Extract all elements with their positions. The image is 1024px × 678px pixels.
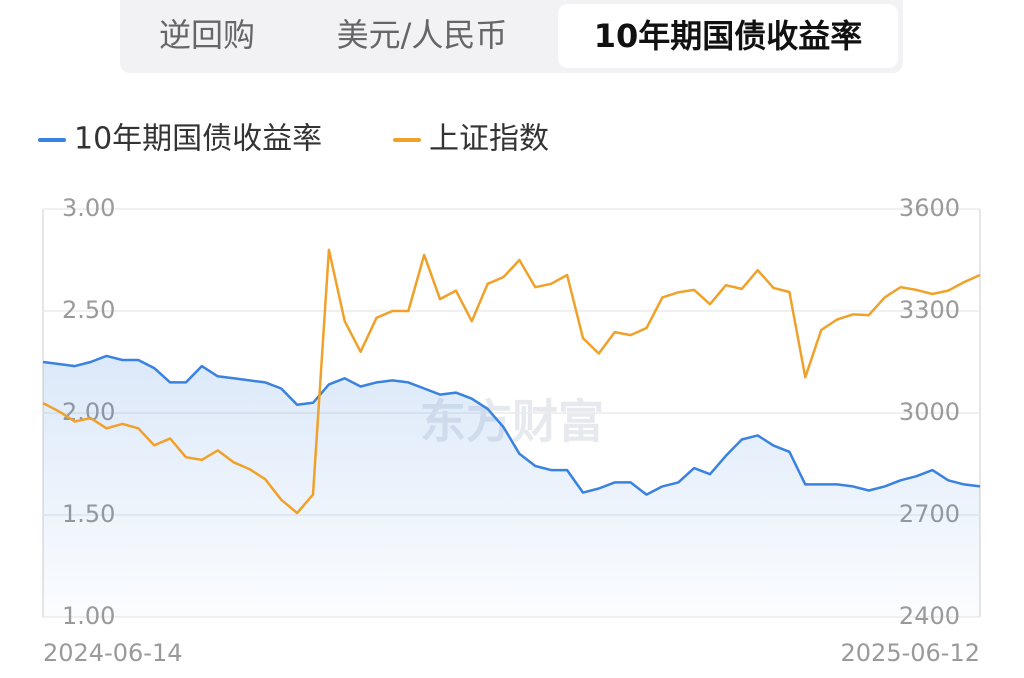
x-tick-label: 2025-06-12 xyxy=(841,639,980,667)
line xyxy=(42,248,981,515)
tab[interactable]: 美元/人民币 xyxy=(336,16,508,54)
y2-tick-label: 3000 xyxy=(899,398,960,426)
y2-tick-label: 3300 xyxy=(899,296,960,324)
tab[interactable]: 逆回购 xyxy=(158,16,255,54)
legend-label: 上证指数 xyxy=(429,122,549,157)
line xyxy=(42,354,981,496)
area xyxy=(43,355,980,617)
y-tick-label: 3.00 xyxy=(62,194,115,222)
x-tick-label: 2024-06-14 xyxy=(43,639,182,667)
y-tick-label: 2.50 xyxy=(62,296,115,324)
legend-label: 10年期国债收益率 xyxy=(74,122,322,157)
y2-tick-label: 3600 xyxy=(899,194,960,222)
tab[interactable]: 10年期国债收益率 xyxy=(558,4,898,68)
